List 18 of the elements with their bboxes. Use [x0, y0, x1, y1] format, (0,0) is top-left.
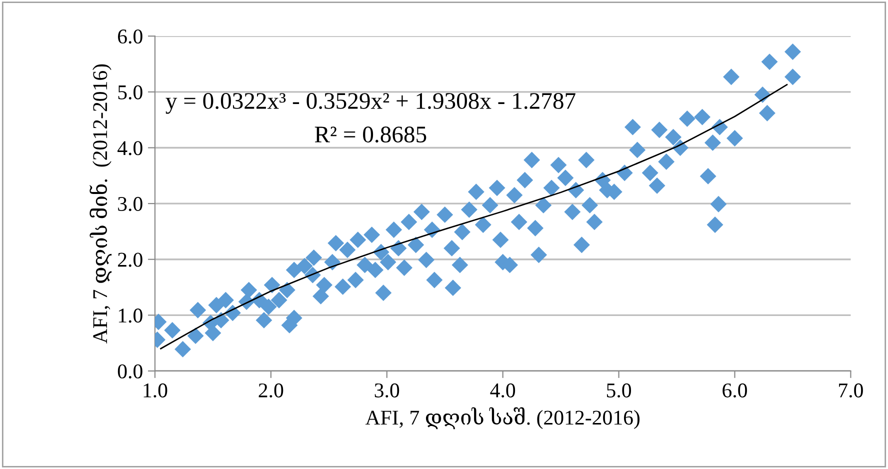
- x-tick-label: 6.0: [722, 383, 747, 398]
- annotation: y = 0.0322x³ - 0.3529x² + 1.9308x - 1.2787: [166, 92, 576, 114]
- y-tick-label: 2.0: [118, 252, 142, 267]
- x-axis-title: AFI, 7 დღის საშ. (2012-2016): [365, 407, 640, 430]
- y-tick-label: 3.0: [118, 196, 142, 212]
- y-tick-label: 6.0: [118, 29, 142, 44]
- x-tick-label: 2.0: [258, 383, 284, 398]
- y-tick-label: 0.0: [118, 364, 142, 379]
- x-tick-label: 1.0: [144, 383, 168, 398]
- x-tick-label: 4.0: [490, 383, 516, 398]
- annotation: R² = 0.8685: [314, 126, 426, 143]
- y-tick-label: 5.0: [118, 85, 142, 100]
- y-tick-label: 4.0: [118, 141, 142, 156]
- x-tick-label: 3.0: [374, 383, 400, 398]
- x-tick-label: 5.0: [606, 383, 632, 398]
- y-tick-label: 1.0: [118, 308, 142, 323]
- y-axis-title: AFI, 7 დღის მინ. (2012-2016): [89, 64, 112, 344]
- x-tick-label: 7.0: [839, 383, 863, 398]
